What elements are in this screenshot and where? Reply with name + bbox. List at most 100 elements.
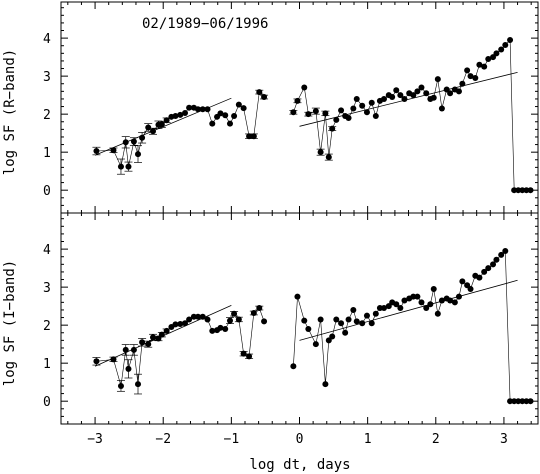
i-band-point <box>502 248 509 255</box>
i-band-point <box>490 261 497 268</box>
i-band-point <box>430 286 437 293</box>
r-band-point <box>359 102 366 109</box>
r-band-fit-line <box>299 71 518 127</box>
panel-r-band: 0 1 2 3 4 02/1989−06/1996 log SF (R−band) <box>2 2 538 214</box>
r-band-point <box>493 50 500 57</box>
r-band-point <box>363 109 370 116</box>
i-band-point <box>345 316 352 323</box>
i-band-point <box>163 327 170 334</box>
r-band-point <box>393 87 400 94</box>
xtick-label: −2 <box>155 432 171 447</box>
xtick-label: 3 <box>500 432 508 447</box>
r-band-point <box>301 84 308 91</box>
i-band-fit-line <box>299 279 518 341</box>
panel-top-frame <box>60 1 539 214</box>
i-band-point <box>322 381 329 388</box>
r-band-point <box>250 133 257 140</box>
r-band-point <box>418 84 425 91</box>
r-band-connecting-line <box>96 39 531 191</box>
r-band-point <box>135 151 142 158</box>
i-band-point <box>186 316 193 323</box>
r-band-point <box>231 113 238 120</box>
r-band-point <box>240 105 247 112</box>
xtick-label: 0 <box>296 432 304 447</box>
r-band-point <box>455 88 462 95</box>
i-band-point <box>231 310 238 317</box>
r-band-point <box>502 41 509 48</box>
r-band-point <box>246 133 253 140</box>
r-band-point <box>294 97 301 104</box>
i-band-fit-lines <box>94 279 518 367</box>
r-band-point <box>459 80 466 87</box>
i-band-point <box>438 297 445 304</box>
r-band-point <box>182 110 189 117</box>
i-band-point <box>235 316 242 323</box>
r-band-points <box>93 37 534 194</box>
i-band-point <box>363 312 370 319</box>
r-band-ytick-label: 2 <box>43 108 51 123</box>
i-band-point <box>418 299 425 306</box>
r-band-point <box>322 110 329 117</box>
panel-bottom-frame <box>60 212 539 425</box>
r-band-point <box>261 94 268 101</box>
r-band-point <box>423 90 430 97</box>
r-band-point <box>338 107 345 114</box>
r-band-point <box>256 89 263 96</box>
i-band-point <box>455 293 462 300</box>
r-band-point <box>430 94 437 101</box>
i-band-ytick-label: 3 <box>43 281 51 296</box>
r-band-point <box>235 101 242 108</box>
r-band-point <box>372 113 379 120</box>
r-band-point <box>226 120 233 127</box>
r-band-point <box>117 163 124 170</box>
r-band-point <box>368 99 375 106</box>
r-band-point <box>130 138 137 145</box>
r-band-point <box>498 46 505 53</box>
i-band-point <box>338 320 345 327</box>
r-band-point <box>389 94 396 101</box>
r-band-point <box>485 56 492 63</box>
r-band-point <box>325 154 332 161</box>
i-band-point <box>246 353 253 360</box>
r-band-point <box>527 187 534 194</box>
r-band-point <box>353 95 360 102</box>
i-band-ytick-label: 2 <box>43 319 51 334</box>
i-band-point <box>125 365 132 372</box>
i-band-point <box>451 299 458 306</box>
i-band-point <box>333 316 340 323</box>
r-band-point <box>305 111 312 118</box>
r-band-ytick-label: 4 <box>43 32 51 47</box>
i-band-point <box>485 265 492 272</box>
i-band-point <box>122 346 129 353</box>
i-band-ytick-label: 1 <box>43 357 51 372</box>
r-band-point <box>472 75 479 82</box>
r-band-point <box>163 117 170 124</box>
r-band-point <box>380 95 387 102</box>
r-band-point <box>414 88 421 95</box>
i-band-point <box>182 320 189 327</box>
r-band-point <box>122 139 129 146</box>
i-band-point <box>110 356 117 363</box>
i-band-point <box>476 274 483 281</box>
r-band-point <box>110 147 117 154</box>
i-band-point <box>139 339 146 346</box>
r-band-point <box>204 106 211 113</box>
i-band-point <box>393 301 400 308</box>
r-band-point <box>401 95 408 102</box>
date-range-annotation: 02/1989−06/1996 <box>142 16 268 32</box>
i-band-ticks: 0 1 2 3 4 −3 −2 −1 0 1 2 3 <box>43 213 538 447</box>
r-band-point <box>434 76 441 83</box>
i-band-point <box>447 297 454 304</box>
i-band-point <box>372 310 379 317</box>
i-band-point <box>135 381 142 388</box>
r-band-point <box>447 90 454 97</box>
r-band-point <box>464 67 471 74</box>
r-band-point <box>476 61 483 68</box>
i-band-point <box>467 286 474 293</box>
i-band-point <box>172 321 179 328</box>
xtick-label: 1 <box>364 432 372 447</box>
r-band-point <box>290 109 297 116</box>
r-band-point <box>139 134 146 141</box>
i-band-point <box>305 325 312 332</box>
